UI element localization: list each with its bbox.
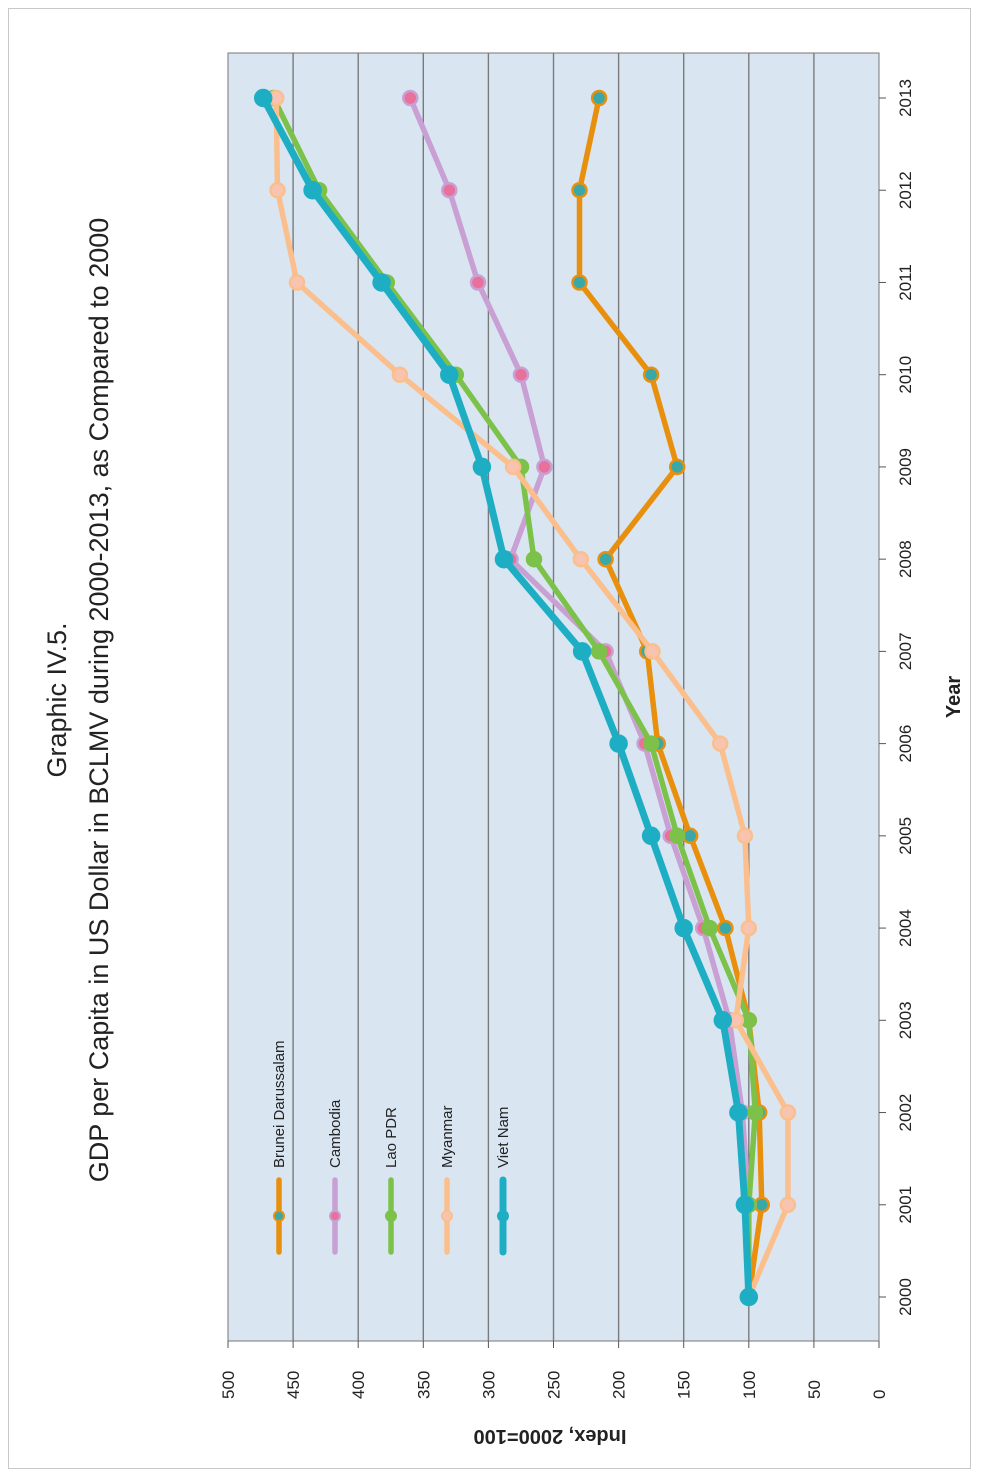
point-viet-nam-2011 bbox=[372, 273, 391, 292]
x-tick-label-2001: 2001 bbox=[896, 1186, 915, 1224]
point-brunei-darussalam-2009 bbox=[668, 458, 686, 476]
point-cambodia-2011 bbox=[469, 274, 487, 291]
point-brunei-darussalam-2012 bbox=[571, 181, 588, 199]
point-cambodia-2012 bbox=[441, 181, 458, 199]
point-myanmar-2012 bbox=[269, 181, 286, 199]
point-viet-nam-2008 bbox=[494, 549, 514, 569]
x-axis-ticks: 2000 2001 2002 2003 2004 2005 2006 2007 2008 2009… bbox=[879, 79, 915, 1316]
legend-label-brunei-darussalam: Brunei Darussalam bbox=[271, 1040, 288, 1168]
y-tick-label-150: 150 bbox=[675, 1371, 694, 1399]
point-viet-nam-2005 bbox=[641, 826, 661, 846]
legend-item-brunei-darussalam: Brunei Darussalam bbox=[271, 1040, 288, 1255]
legend-swatch-marker-lao-pdr bbox=[385, 1210, 397, 1222]
x-tick-label-2006: 2006 bbox=[896, 725, 915, 763]
series-line-lao-pdr bbox=[270, 95, 759, 1300]
x-tick-label-2010: 2010 bbox=[896, 356, 915, 394]
point-lao-pdr-2008 bbox=[525, 550, 543, 568]
x-tick-label-2000: 2000 bbox=[896, 1278, 915, 1316]
x-tick-label-2005: 2005 bbox=[896, 817, 915, 855]
legend: Brunei Darussalam Cambodia Lao PDR Myanmar V… bbox=[271, 1040, 512, 1256]
legend-item-viet-nam: Viet Nam bbox=[495, 1107, 512, 1256]
point-viet-nam-2010 bbox=[440, 365, 459, 384]
y-tick-label-300: 300 bbox=[479, 1371, 498, 1399]
chart-title: Graphic IV.5. bbox=[42, 622, 72, 777]
y-tick-label-450: 450 bbox=[284, 1371, 303, 1399]
point-lao-pdr-2006 bbox=[642, 735, 660, 752]
point-myanmar-2007 bbox=[644, 643, 661, 660]
y-axis-title: Index, 2000=100 bbox=[474, 1425, 627, 1447]
point-myanmar-2010 bbox=[391, 366, 409, 383]
chart-subtitle: GDP per Capita in US Dollar in BCLMV dur… bbox=[84, 218, 114, 1183]
point-viet-nam-2000 bbox=[739, 1287, 759, 1307]
point-myanmar-2006 bbox=[711, 735, 729, 752]
point-myanmar-2001 bbox=[779, 1196, 797, 1214]
series-layer bbox=[253, 88, 797, 1307]
legend-label-lao-pdr: Lao PDR bbox=[383, 1107, 400, 1168]
legend-label-viet-nam: Viet Nam bbox=[495, 1107, 512, 1168]
legend-swatch-marker-brunei-darussalam bbox=[273, 1210, 285, 1222]
y-tick-label-50: 50 bbox=[805, 1380, 824, 1399]
point-brunei-darussalam-2011 bbox=[571, 274, 588, 291]
x-axis-title: Year bbox=[943, 676, 965, 718]
point-cambodia-2009 bbox=[536, 458, 553, 476]
x-tick-label-2012: 2012 bbox=[896, 171, 915, 209]
y-axis-ticks: 0 50 100 150 200 250 300 350 400 450 500 bbox=[219, 1341, 889, 1399]
point-viet-nam-2013 bbox=[253, 88, 273, 108]
x-tick-label-2003: 2003 bbox=[896, 1001, 915, 1039]
y-tick-label-400: 400 bbox=[349, 1371, 368, 1399]
legend-item-myanmar: Myanmar bbox=[439, 1105, 456, 1255]
point-viet-nam-2003 bbox=[713, 1011, 733, 1030]
point-lao-pdr-2004 bbox=[701, 919, 718, 937]
legend-item-cambodia: Cambodia bbox=[327, 1099, 344, 1255]
x-tick-label-2008: 2008 bbox=[896, 540, 915, 578]
legend-swatch-marker-cambodia bbox=[329, 1210, 341, 1222]
y-tick-label-500: 500 bbox=[219, 1371, 238, 1399]
point-lao-pdr-2005 bbox=[668, 827, 686, 845]
y-tick-label-250: 250 bbox=[545, 1371, 564, 1399]
point-cambodia-2013 bbox=[402, 89, 419, 107]
y-tick-label-350: 350 bbox=[414, 1371, 433, 1399]
y-tick-label-100: 100 bbox=[740, 1371, 759, 1399]
series-lao-pdr bbox=[265, 89, 764, 1306]
series-viet-nam bbox=[253, 88, 759, 1307]
x-tick-label-2002: 2002 bbox=[896, 1094, 915, 1132]
chart-frame bbox=[8, 8, 971, 1469]
point-myanmar-2008 bbox=[572, 550, 590, 568]
series-line-viet-nam bbox=[259, 94, 753, 1301]
point-myanmar-2002 bbox=[779, 1104, 797, 1121]
point-viet-nam-2001 bbox=[735, 1195, 755, 1215]
legend-label-myanmar: Myanmar bbox=[439, 1105, 456, 1168]
series-line-myanmar bbox=[273, 95, 791, 1300]
series-line-brunei-darussalam bbox=[576, 95, 765, 1300]
point-viet-nam-2006 bbox=[609, 734, 628, 753]
point-myanmar-2009 bbox=[504, 458, 522, 476]
x-tick-label-2009: 2009 bbox=[896, 448, 915, 486]
point-viet-nam-2009 bbox=[472, 457, 492, 477]
legend-swatch-marker-viet-nam bbox=[497, 1210, 509, 1222]
point-viet-nam-2002 bbox=[729, 1103, 748, 1122]
x-tick-label-2007: 2007 bbox=[896, 632, 915, 670]
point-brunei-darussalam-2013 bbox=[590, 89, 608, 107]
x-tick-label-2004: 2004 bbox=[896, 909, 915, 947]
point-brunei-darussalam-2004 bbox=[717, 919, 734, 937]
point-myanmar-2011 bbox=[288, 274, 306, 291]
point-brunei-darussalam-2010 bbox=[642, 366, 660, 383]
x-tick-label-2013: 2013 bbox=[896, 79, 915, 117]
point-viet-nam-2004 bbox=[674, 918, 693, 938]
point-myanmar-2004 bbox=[740, 919, 758, 937]
legend-swatch-marker-myanmar bbox=[441, 1210, 453, 1222]
point-myanmar-2005 bbox=[736, 827, 754, 845]
legend-item-lao-pdr: Lao PDR bbox=[383, 1107, 400, 1255]
y-tick-label-0: 0 bbox=[870, 1390, 889, 1399]
y-tick-label-200: 200 bbox=[610, 1371, 629, 1399]
point-lao-pdr-2007 bbox=[590, 643, 608, 660]
point-cambodia-2010 bbox=[512, 366, 530, 383]
legend-label-cambodia: Cambodia bbox=[327, 1099, 344, 1168]
x-tick-label-2011: 2011 bbox=[896, 264, 915, 301]
point-brunei-darussalam-2008 bbox=[597, 550, 614, 568]
point-viet-nam-2007 bbox=[572, 642, 592, 661]
point-viet-nam-2012 bbox=[303, 180, 322, 200]
point-lao-pdr-2002 bbox=[747, 1104, 764, 1121]
